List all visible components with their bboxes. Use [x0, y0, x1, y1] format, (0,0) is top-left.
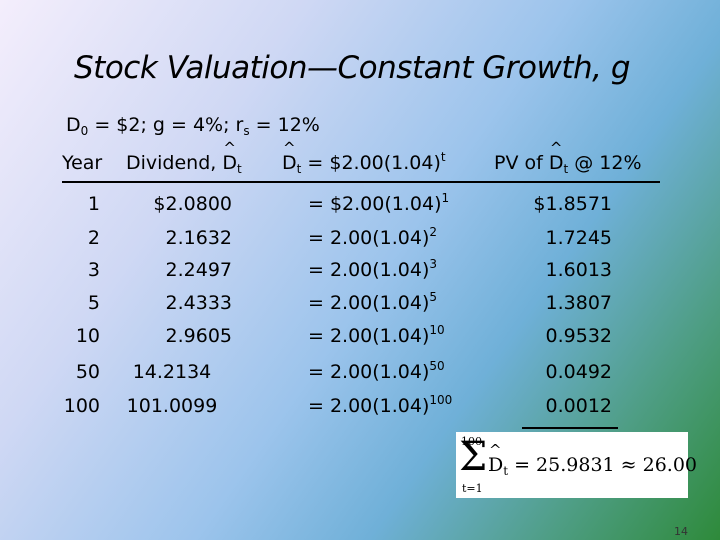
row-formula-exp: 2: [429, 225, 438, 239]
header-dividend-dhat: D: [222, 139, 237, 174]
param-r-sub: s: [243, 124, 250, 138]
row-year: 3: [87, 259, 100, 281]
header-dividend: Dividend, Dt: [126, 139, 242, 176]
row-formula-text: = $2.00(1.04): [308, 193, 442, 215]
row-year: 2: [87, 227, 100, 249]
row-pv: 1.6013: [545, 259, 612, 281]
param-d-sub: 0: [80, 124, 89, 138]
row-dividend: 2.2497: [165, 259, 232, 281]
row-formula: = 2.00(1.04)3: [308, 257, 438, 281]
row-formula: = 2.00(1.04)2: [308, 225, 438, 249]
header-pv-dhat: D: [549, 139, 564, 174]
sum-t: t: [503, 464, 509, 478]
row-formula: = 2.00(1.04)50: [308, 359, 445, 383]
sum-expression: Dt = 25.9831 ≈ 26.00: [488, 441, 698, 478]
row-formula: = 2.00(1.04)5: [308, 290, 438, 314]
row-dividend: 14.2134: [132, 361, 212, 383]
row-formula: = 2.00(1.04)100: [308, 393, 453, 417]
row-dividend: $2.0800: [153, 193, 232, 215]
sum-dhat: D: [488, 441, 503, 476]
param-rest2: = 12%: [249, 114, 320, 136]
row-formula-exp: 1: [441, 191, 450, 205]
header-pv: PV of Dt @ 12%: [494, 139, 642, 176]
header-rule: [62, 181, 660, 183]
row-formula-exp: 3: [429, 257, 438, 271]
header-dividend-t: t: [237, 162, 242, 176]
row-formula-text: = 2.00(1.04): [308, 395, 430, 417]
header-pv-suffix: @ 12%: [568, 152, 642, 174]
header-formula: Dt = $2.00(1.04)t: [282, 139, 446, 176]
param-rest1: = $2; g = 4%; r: [88, 114, 244, 136]
summation-box: 100 Σ t=1 Dt = 25.9831 ≈ 26.00: [456, 432, 697, 498]
row-formula: = $2.00(1.04)1: [308, 191, 450, 215]
row-formula-text: = 2.00(1.04): [308, 361, 430, 383]
row-year: 50: [75, 361, 100, 383]
row-pv: $1.8571: [533, 193, 612, 215]
row-pv: 1.3807: [545, 292, 612, 314]
row-formula-text: = 2.00(1.04): [308, 259, 430, 281]
parameters-line: D0 = $2; g = 4%; rs = 12%: [66, 114, 320, 138]
row-year: 10: [75, 325, 100, 347]
page-number: 14: [674, 525, 688, 538]
sum-lower-limit: t=1: [462, 482, 483, 495]
header-pv-prefix: PV of: [494, 152, 549, 174]
header-dividend-prefix: Dividend,: [126, 152, 223, 174]
row-formula-text: = 2.00(1.04): [308, 325, 430, 347]
sum-upper-limit: 100: [461, 435, 482, 448]
row-dividend: 2.1632: [165, 227, 232, 249]
row-pv: 0.0012: [545, 395, 612, 417]
slide-title: Stock Valuation—Constant Growth, g: [74, 50, 631, 86]
header-formula-sup: t: [440, 150, 446, 164]
header-formula-text: = $2.00(1.04): [301, 152, 441, 174]
sum-result: = 25.9831 ≈ 26.00: [508, 454, 698, 476]
row-pv: 0.9532: [545, 325, 612, 347]
header-formula-t: t: [296, 162, 302, 176]
sigma-symbol: Σ: [459, 434, 488, 480]
header-pv-t: t: [563, 162, 569, 176]
row-dividend: 2.9605: [165, 325, 232, 347]
row-year: 100: [63, 395, 100, 417]
row-year: 1: [87, 193, 100, 215]
row-formula-exp: 10: [429, 323, 445, 337]
row-pv: 0.0492: [545, 361, 612, 383]
row-formula-exp: 100: [429, 393, 453, 407]
param-d: D: [66, 114, 81, 136]
header-year: Year: [62, 152, 103, 174]
row-dividend: 2.4333: [165, 292, 232, 314]
row-formula-text: = 2.00(1.04): [308, 292, 430, 314]
row-formula-exp: 50: [429, 359, 445, 373]
header-formula-dhat: D: [282, 139, 297, 174]
row-dividend: 101.0099: [126, 395, 218, 417]
row-formula-exp: 5: [429, 290, 438, 304]
row-formula: = 2.00(1.04)10: [308, 323, 445, 347]
row-formula-text: = 2.00(1.04): [308, 227, 430, 249]
row-pv: 1.7245: [545, 227, 612, 249]
row-year: 5: [87, 292, 100, 314]
sum-rule: [522, 427, 618, 429]
